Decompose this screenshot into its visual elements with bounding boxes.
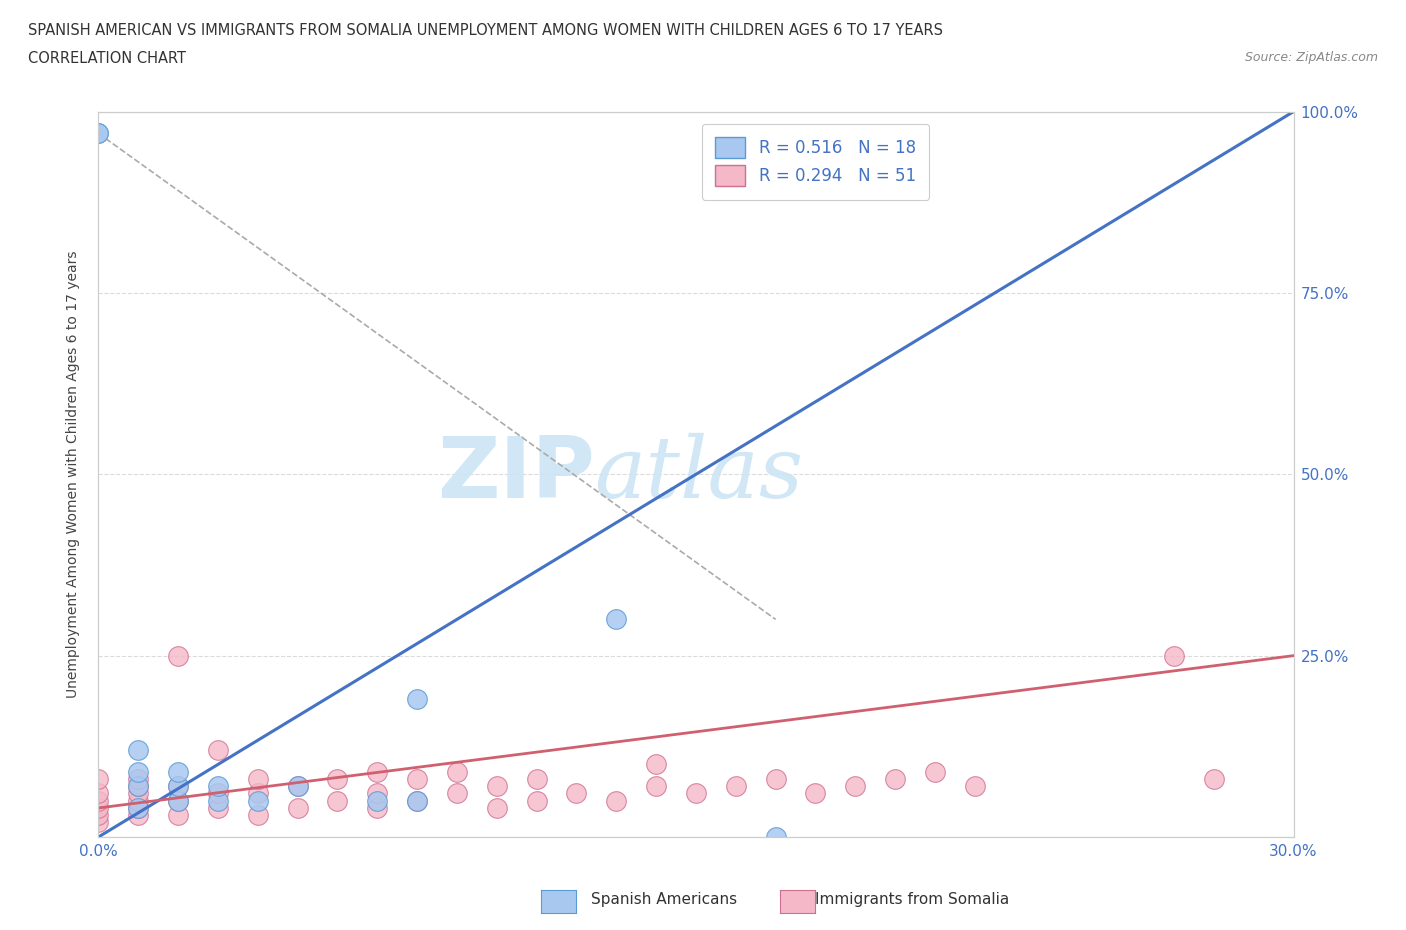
Point	[246, 786, 269, 801]
Point	[246, 772, 269, 787]
Point	[326, 793, 349, 808]
Point	[87, 126, 110, 140]
Point	[485, 801, 508, 816]
Point	[127, 786, 149, 801]
Point	[207, 801, 229, 816]
Point	[87, 772, 110, 787]
Point	[605, 612, 627, 627]
Point	[127, 801, 149, 816]
Point	[963, 778, 986, 793]
Point	[127, 801, 149, 816]
Point	[207, 742, 229, 757]
Point	[167, 793, 190, 808]
Text: atlas: atlas	[595, 433, 803, 515]
Point	[87, 815, 110, 830]
Point	[526, 793, 548, 808]
Point	[287, 778, 309, 793]
Point	[127, 778, 149, 793]
Point	[1202, 772, 1225, 787]
Point	[287, 801, 309, 816]
Point	[127, 793, 149, 808]
Point	[87, 801, 110, 816]
Y-axis label: Unemployment Among Women with Children Ages 6 to 17 years: Unemployment Among Women with Children A…	[66, 250, 80, 698]
Point	[207, 786, 229, 801]
Point	[645, 778, 668, 793]
Text: Source: ZipAtlas.com: Source: ZipAtlas.com	[1244, 51, 1378, 64]
Point	[446, 764, 468, 779]
Point	[685, 786, 707, 801]
Point	[127, 764, 149, 779]
Point	[167, 778, 190, 793]
Point	[167, 648, 190, 663]
Point	[207, 793, 229, 808]
Point	[366, 793, 388, 808]
Point	[167, 808, 190, 823]
Point	[765, 772, 787, 787]
Point	[167, 793, 190, 808]
Legend: R = 0.516   N = 18, R = 0.294   N = 51: R = 0.516 N = 18, R = 0.294 N = 51	[702, 124, 929, 200]
Point	[485, 778, 508, 793]
Text: SPANISH AMERICAN VS IMMIGRANTS FROM SOMALIA UNEMPLOYMENT AMONG WOMEN WITH CHILDR: SPANISH AMERICAN VS IMMIGRANTS FROM SOMA…	[28, 23, 943, 38]
Point	[884, 772, 907, 787]
Text: CORRELATION CHART: CORRELATION CHART	[28, 51, 186, 66]
Point	[127, 778, 149, 793]
Point	[1163, 648, 1185, 663]
Point	[844, 778, 866, 793]
Text: Immigrants from Somalia: Immigrants from Somalia	[815, 892, 1010, 907]
Point	[87, 786, 110, 801]
Point	[406, 692, 429, 707]
Point	[366, 764, 388, 779]
Point	[645, 757, 668, 772]
Point	[765, 830, 787, 844]
Point	[246, 793, 269, 808]
Point	[326, 772, 349, 787]
Point	[127, 742, 149, 757]
Point	[167, 764, 190, 779]
Point	[804, 786, 827, 801]
Point	[406, 793, 429, 808]
Point	[246, 808, 269, 823]
Point	[724, 778, 747, 793]
Point	[446, 786, 468, 801]
Point	[366, 786, 388, 801]
Point	[366, 801, 388, 816]
Point	[526, 772, 548, 787]
Point	[167, 778, 190, 793]
Point	[87, 793, 110, 808]
Point	[127, 808, 149, 823]
Point	[565, 786, 588, 801]
Text: Spanish Americans: Spanish Americans	[591, 892, 737, 907]
Point	[287, 778, 309, 793]
Point	[924, 764, 946, 779]
Point	[127, 772, 149, 787]
Point	[87, 126, 110, 140]
Point	[406, 772, 429, 787]
Point	[207, 778, 229, 793]
Point	[87, 808, 110, 823]
Point	[406, 793, 429, 808]
Point	[605, 793, 627, 808]
Text: ZIP: ZIP	[437, 432, 595, 516]
